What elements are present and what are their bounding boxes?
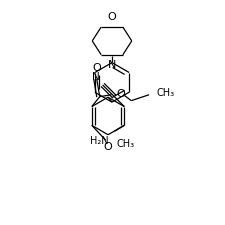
Text: O: O — [92, 63, 101, 73]
Text: O: O — [108, 12, 116, 22]
Text: N: N — [108, 60, 116, 70]
Text: N: N — [92, 72, 100, 82]
Text: O: O — [117, 89, 125, 99]
Text: CH₃: CH₃ — [157, 88, 175, 98]
Text: CH₃: CH₃ — [117, 139, 135, 149]
Text: O: O — [104, 142, 112, 152]
Text: H₂N: H₂N — [90, 136, 108, 146]
